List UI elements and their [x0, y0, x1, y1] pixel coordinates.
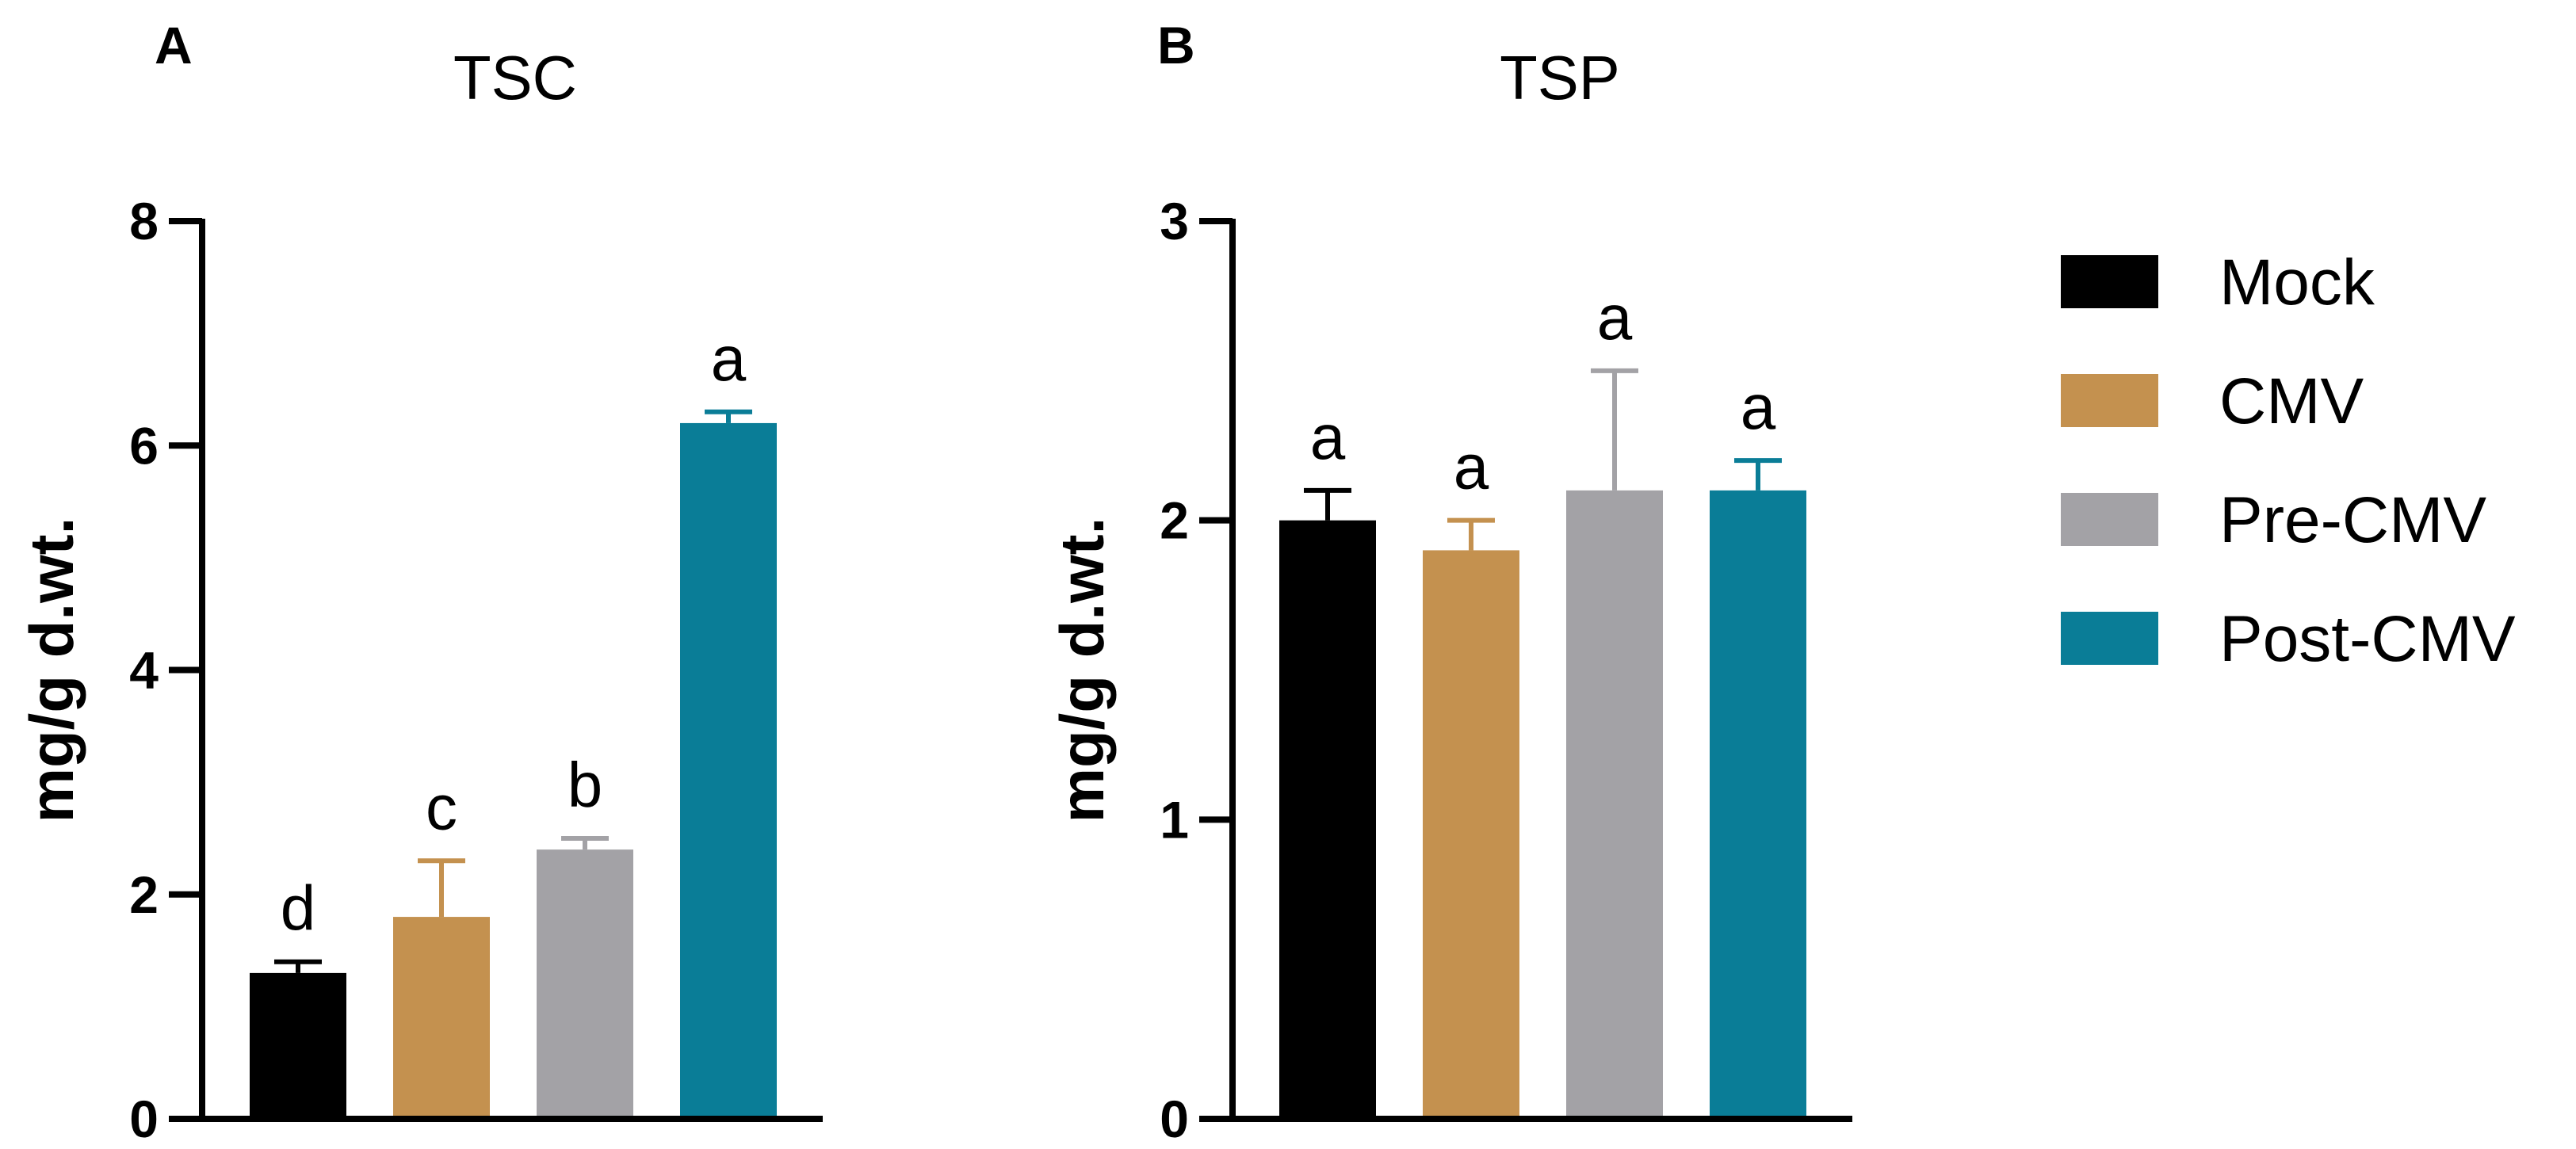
panel-letter: A — [155, 16, 193, 74]
legend-swatch-pre-cmv — [2061, 493, 2158, 546]
significance-letter: b — [568, 750, 603, 820]
bar-post-cmv — [680, 422, 777, 1119]
legend-swatch-cmv — [2061, 374, 2158, 427]
legend-swatch-mock — [2061, 255, 2158, 308]
legend: Mock CMV Pre-CMV Post-CMV — [2061, 246, 2516, 675]
y-tick-label: 0 — [1160, 1090, 1189, 1148]
y-axis-label: mg/g d.wt. — [1047, 517, 1117, 823]
significance-letter: c — [426, 772, 457, 842]
bar-pre-cmv — [537, 849, 633, 1119]
legend-label-cmv: CMV — [2219, 365, 2364, 437]
y-tick-label: 8 — [129, 192, 159, 250]
y-tick-label: 0 — [129, 1090, 159, 1148]
significance-letter: a — [1597, 282, 1633, 353]
legend-label-post-cmv: Post-CMV — [2219, 603, 2516, 675]
significance-letter: a — [1454, 432, 1489, 502]
y-tick-label: 3 — [1160, 192, 1189, 250]
bar-cmv — [1423, 550, 1519, 1119]
bar-mock — [250, 972, 346, 1119]
y-tick-label: 1 — [1160, 790, 1189, 849]
legend-label-pre-cmv: Pre-CMV — [2219, 484, 2486, 556]
significance-letter: a — [711, 323, 747, 394]
significance-letter: a — [1741, 372, 1776, 442]
y-tick-label: 2 — [129, 865, 159, 924]
chart-title: TSP — [1500, 43, 1620, 113]
significance-letter: a — [1310, 402, 1346, 472]
significance-letter: d — [281, 873, 316, 944]
panel-letter: B — [1157, 16, 1195, 74]
y-tick-label: 4 — [129, 641, 159, 700]
bar-pre-cmv — [1566, 490, 1663, 1119]
y-axis-label: mg/g d.wt. — [17, 517, 86, 823]
chart-panel-a: A TSC mg/g d.wt. d c b a 0 2 4 6 8 — [17, 16, 823, 1148]
legend-swatch-post-cmv — [2061, 612, 2158, 665]
y-tick-label: 6 — [129, 416, 159, 475]
chart-panel-b: B TSP mg/g d.wt. a a a a 0 1 2 3 — [1047, 16, 1852, 1148]
legend-label-mock: Mock — [2219, 246, 2375, 319]
chart-title: TSC — [453, 43, 577, 113]
bar-mock — [1279, 520, 1376, 1119]
bar-post-cmv — [1710, 490, 1806, 1119]
bar-cmv — [393, 917, 490, 1119]
y-tick-label: 2 — [1160, 491, 1189, 550]
